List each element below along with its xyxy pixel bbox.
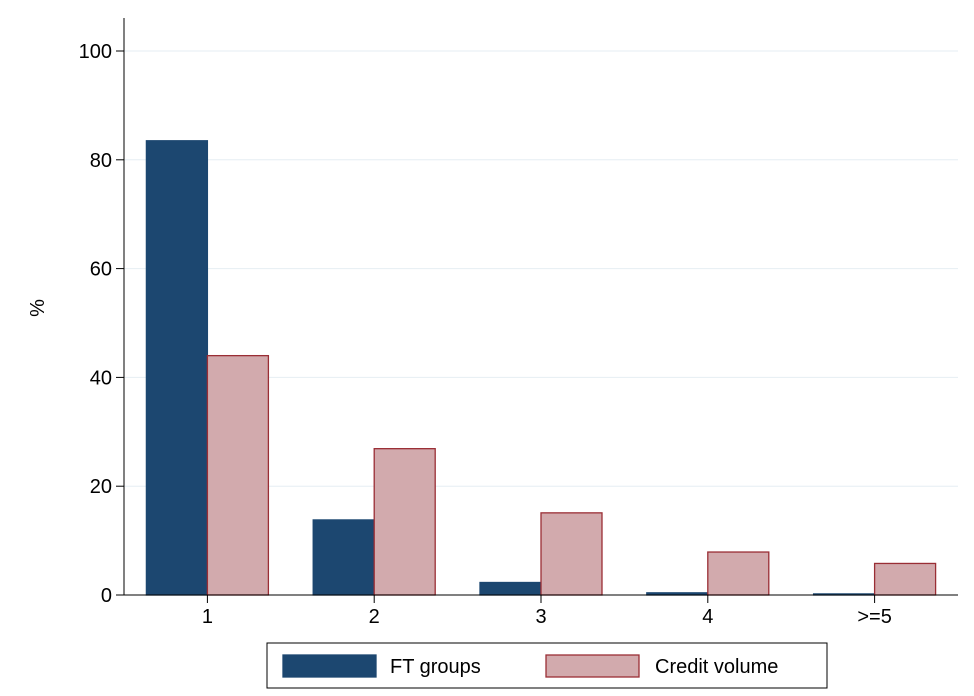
x-tick-label: 4 <box>702 606 713 628</box>
x-tick-label: >=5 <box>857 606 891 628</box>
legend-swatch-credit-volume <box>545 654 640 678</box>
bars <box>145 140 937 596</box>
bar-credit-volume-2 <box>373 448 436 596</box>
bar-credit-volume-1 <box>206 354 270 596</box>
x-tick-label: 1 <box>202 606 213 628</box>
bar-credit-volume-5 <box>873 562 937 596</box>
bar-ft-groups-2 <box>312 519 375 596</box>
legend-swatch-ft-groups <box>282 654 377 678</box>
y-tick-label: 0 <box>101 585 112 607</box>
y-tick-label: 100 <box>79 41 112 63</box>
legend-label-ft-groups: FT groups <box>390 656 481 678</box>
bar-ft-groups-3 <box>479 581 542 596</box>
y-tick-label: 60 <box>90 259 112 281</box>
legend-label-credit-volume: Credit volume <box>655 656 778 678</box>
x-tick-label: 3 <box>535 606 546 628</box>
y-axis-label: % <box>27 299 49 317</box>
bar-credit-volume-4 <box>707 551 770 596</box>
legend: FT groups Credit volume <box>266 642 828 689</box>
x-tick-label: 2 <box>369 606 380 628</box>
y-tick-label: 20 <box>90 476 112 498</box>
y-tick-label: 80 <box>90 150 112 172</box>
y-tick-label: 40 <box>90 367 112 389</box>
bar-ft-groups-1 <box>145 140 209 596</box>
bar-credit-volume-3 <box>540 512 603 596</box>
axes: 0 20 40 60 80 100 1 2 3 4 >=5 <box>79 18 958 628</box>
